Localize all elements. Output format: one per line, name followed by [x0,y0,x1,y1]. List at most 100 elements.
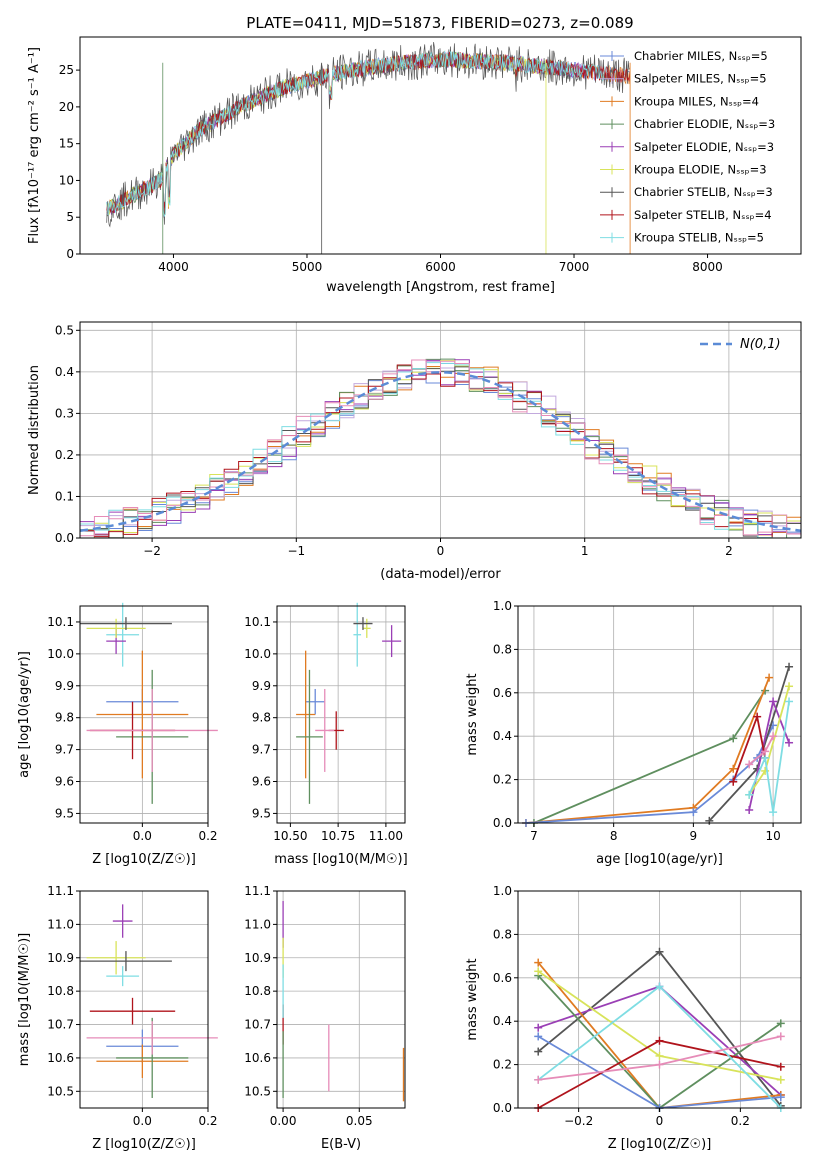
y-tick-label: 9.6 [55,775,74,789]
x-tick-label: 7 [530,829,538,843]
x-tick-label: 0.0 [133,829,152,843]
x-tick-label: −0.2 [564,1114,593,1128]
y-tick-label: 10.5 [47,1084,74,1098]
y-tick-label: 0.2 [493,773,512,787]
data-point-marker [655,1051,664,1060]
errorbar-point [315,688,335,772]
y-tick-label: 10.1 [244,615,271,629]
x-tick-label: 10.75 [321,829,355,843]
axes-frame [517,605,802,824]
y-tick-label: 10.6 [47,1051,74,1065]
data-point-marker [745,760,754,769]
y-axis-label: mass weight [465,958,480,1040]
errorbar-point [86,618,146,638]
data-point-marker [655,947,664,956]
legend-label: Chabrier ELODIE, Nₛₛₚ=3 [634,117,775,131]
legend-label: Chabrier STELIB, Nₛₛₚ=3 [634,185,773,199]
data-point-marker [534,1075,543,1084]
y-tick-label: 10.8 [47,984,74,998]
y-tick-label: 10.7 [244,1018,271,1032]
y-tick-label: 0 [66,247,74,261]
y-tick-label: 0.3 [55,406,74,420]
data-point-marker [753,712,762,721]
x-axis-label: wavelength [Angstrom, rest frame] [326,280,555,295]
mass-weight-series-1 [525,677,770,824]
y-tick-label: 10 [59,173,74,187]
data-point-marker [729,764,738,773]
errorbar-point [80,617,172,630]
y-tick-label: 11.0 [47,917,74,931]
y-tick-label: 9.7 [55,743,74,757]
axes-5: 0.0 0.2 10.5 10.6 10.7 10.8 10.9 11.0 11.1 Z [log… [17,884,218,1152]
x-tick-label: 8000 [692,260,723,274]
mass-weight-series-7 [748,701,790,813]
x-tick-label: 7000 [559,260,590,274]
data-point-marker [534,1023,543,1032]
y-tick-label: 0.0 [493,816,512,830]
x-axis-label: (data-model)/error [380,567,501,582]
x-axis-label: Z [log10(Z/Z☉)] [92,1137,196,1152]
y-tick-label: 10.1 [47,615,74,629]
data-point-marker [534,958,543,967]
legend-label: Salpeter ELODIE, Nₛₛₚ=3 [634,140,774,154]
x-axis-label: age [log10(age/yr)] [596,852,723,867]
y-tick-label: 0.0 [493,1101,512,1115]
y-axis-label: Normed distribution [27,365,42,495]
y-tick-label: 10.6 [244,1051,271,1065]
x-tick-label: −2 [143,544,161,558]
axes-4: 7 8 9 10 0.0 0.2 0.4 0.6 0.8 1.0 age [log10(age/yr… [465,599,802,867]
x-axis-label: Z [log10(Z/Z☉)] [92,852,196,867]
y-tick-label: 10.0 [244,647,271,661]
data-point-marker [769,697,778,706]
axes-frame [276,605,406,824]
x-tick-label: 10 [765,829,780,843]
y-tick-label: 10.0 [47,647,74,661]
legend-label: Salpeter MILES, Nₛₛₚ=5 [634,72,767,86]
legend-label: Chabrier MILES, Nₛₛₚ=5 [634,49,768,63]
errorbar-point [353,602,362,667]
data-point-marker [745,805,754,814]
x-tick-label: 5000 [292,260,323,274]
plot-area [79,358,802,539]
y-tick-label: 0.2 [493,1058,512,1072]
data-point-marker [785,662,794,671]
y-tick-label: 9.9 [252,679,271,693]
x-tick-label: 0.00 [270,1114,297,1128]
data-point-marker [689,808,698,817]
errorbar-point [305,688,325,715]
y-tick-label: 0.0 [55,531,74,545]
x-tick-label: 0.0 [133,1114,152,1128]
mass-weight-series-0 [533,690,766,824]
y-tick-label: 10.9 [47,951,74,965]
axes-7: −0.2 0 0.2 0.0 0.2 0.4 0.6 0.8 1.0 Z [log10(Z/Z☉)… [465,884,802,1152]
x-tick-label: 0.05 [346,1114,373,1128]
y-tick-label: 9.8 [252,711,271,725]
x-tick-label: 0.2 [198,829,217,843]
y-tick-label: 10.5 [244,1084,271,1098]
legend-label: Kroupa STELIB, Nₛₛₚ=5 [634,231,764,245]
errorbar-point [96,650,189,779]
errorbar-point [86,1021,218,1055]
y-axis-label: age [log10(age/yr)] [17,651,32,778]
y-tick-label: 10.7 [47,1018,74,1032]
data-point-marker [776,1019,785,1028]
x-tick-label: 0 [437,544,445,558]
y-tick-label: 9.5 [252,806,271,820]
y-tick-label: 20 [59,100,74,114]
data-point-marker [776,1032,785,1041]
x-tick-label: 0.2 [731,1114,750,1128]
data-point-marker [776,1093,785,1102]
plot-area [282,901,405,1102]
y-tick-label: 0.4 [493,1014,512,1028]
errorbar-point [296,669,323,804]
histogram-series-4 [80,359,801,535]
plot-area [80,602,218,804]
errorbar-point [112,904,133,938]
legend-label: Kroupa MILES, Nₛₛₚ=4 [634,94,759,108]
errorbar-point [362,618,371,638]
y-tick-label: 11.1 [47,884,74,898]
errorbar-point [80,951,172,972]
y-tick-label: 9.7 [252,743,271,757]
x-tick-label: 4000 [158,260,189,274]
y-tick-label: 15 [59,137,74,151]
